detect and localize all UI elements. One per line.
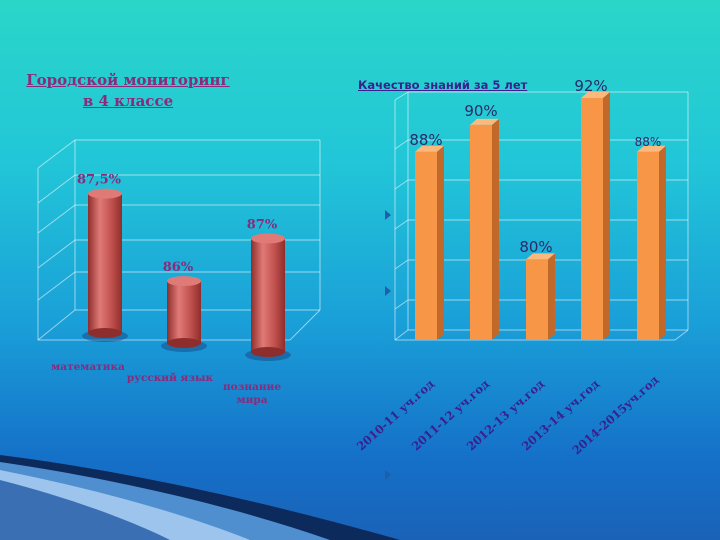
left-chart-title-line1: Городской мониторинг xyxy=(26,71,230,89)
bullet-icon xyxy=(385,470,391,480)
right-bar xyxy=(470,124,492,340)
left-bar-base xyxy=(251,347,285,357)
right-bar xyxy=(526,259,548,340)
left-data-label: 87,5% xyxy=(77,173,122,188)
left-category-label: математика xyxy=(51,361,125,373)
left-category-label: познание мира xyxy=(223,381,281,406)
right-data-label: 80% xyxy=(519,238,552,256)
right-gridline-diagonal xyxy=(394,139,409,150)
right-bar-side xyxy=(603,92,610,340)
right-gridline-diagonal xyxy=(394,259,409,270)
right-bar-side xyxy=(659,145,666,340)
right-bar xyxy=(581,98,603,340)
left-gridline-diagonal xyxy=(37,239,76,269)
right-bar-top xyxy=(637,145,666,152)
right-gridline-diagonal xyxy=(394,219,409,230)
decorative-swoosh xyxy=(0,455,400,540)
right-bar-side xyxy=(492,118,499,340)
left-bar xyxy=(167,281,201,343)
right-chart-bars xyxy=(415,92,666,340)
right-bar-top xyxy=(581,92,610,98)
left-bar-top xyxy=(167,276,201,287)
right-gridline-diagonal xyxy=(394,179,409,190)
right-bar-top xyxy=(526,253,555,260)
left-chart-title: Городской мониторинг в 4 классе xyxy=(18,70,238,112)
right-chart-title: Качество знаний за 5 лет xyxy=(358,78,528,92)
left-bar xyxy=(251,238,285,352)
left-bar-top xyxy=(88,188,122,199)
right-data-label: 92% xyxy=(574,77,607,95)
left-gridline-diagonal xyxy=(37,174,76,204)
right-data-label: 90% xyxy=(464,102,497,120)
right-bar-top xyxy=(415,145,444,152)
bullet-icon xyxy=(385,286,391,296)
left-bar-base xyxy=(88,328,122,338)
right-data-label: 88% xyxy=(635,135,662,149)
right-gridline-diagonal xyxy=(394,299,409,310)
left-gridline-diagonal xyxy=(37,204,76,234)
left-bar xyxy=(88,193,122,333)
left-bar-top xyxy=(251,233,285,244)
left-bar-base xyxy=(167,338,201,348)
bullet-icon xyxy=(385,210,391,220)
left-chart-bars xyxy=(82,188,291,361)
left-data-label: 86% xyxy=(163,260,194,275)
left-category-label: русский язык xyxy=(127,372,214,384)
left-gridline-diagonal xyxy=(37,271,76,301)
right-bar-side xyxy=(548,253,555,340)
right-bar-top xyxy=(470,118,499,125)
left-data-label: 87% xyxy=(247,217,278,232)
right-data-label: 88% xyxy=(409,131,442,149)
right-bar-side xyxy=(437,145,444,340)
left-chart-title-line2: в 4 классе xyxy=(82,92,174,110)
right-bar xyxy=(415,151,437,340)
right-bar xyxy=(637,151,659,340)
